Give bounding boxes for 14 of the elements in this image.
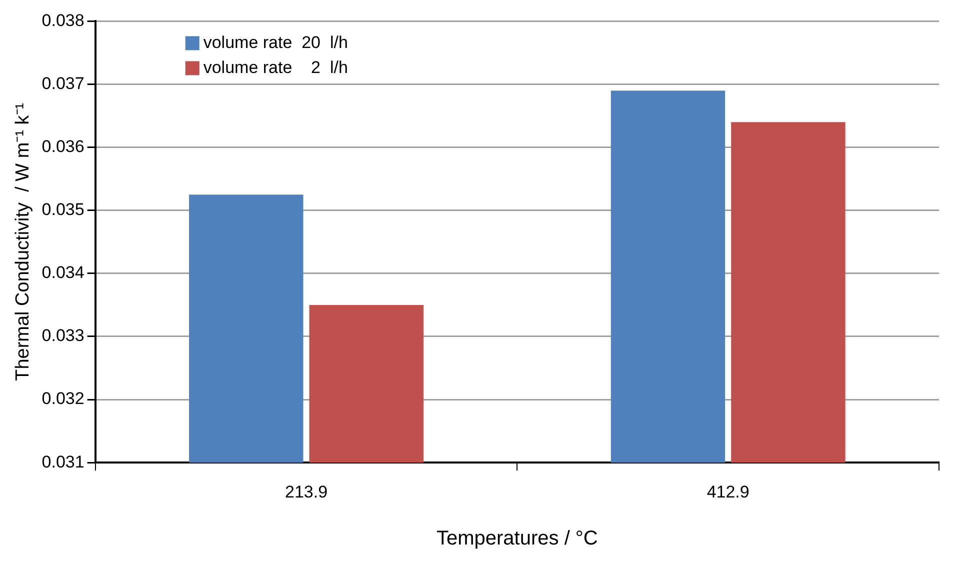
y-tick-label: 0.034 (42, 263, 84, 282)
legend-label: volume rate 20 l/h (203, 32, 348, 52)
x-axis-title: Temperatures / °C (436, 528, 598, 550)
y-tick-label: 0.035 (42, 200, 84, 220)
y-tick-label: 0.036 (42, 137, 84, 156)
y-tick-label: 0.037 (42, 74, 84, 93)
y-tick-label: 0.033 (42, 326, 84, 346)
x-tick-label: 213.9 (284, 482, 328, 502)
y-tick-label: 0.031 (42, 452, 84, 472)
y-tick-label: 0.032 (42, 389, 84, 408)
legend-label: volume rate 2 l/h (203, 58, 348, 77)
x-tick-label: 412.9 (706, 482, 750, 502)
y-axis-title: Thermal Conductivity / W m⁻¹ k⁻¹ (12, 102, 34, 381)
y-tick-label: 0.038 (42, 10, 84, 30)
